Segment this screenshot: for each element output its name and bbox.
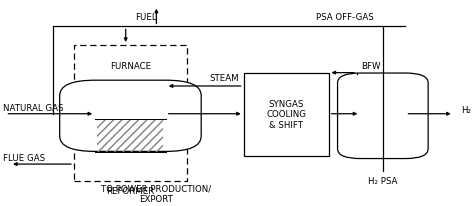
Bar (244, 73, 328, 156)
Text: TO POWER PRODUCTION/
EXPORT: TO POWER PRODUCTION/ EXPORT (101, 183, 211, 202)
FancyBboxPatch shape (60, 81, 201, 152)
Bar (74, 46, 187, 181)
Text: REFORMER: REFORMER (106, 186, 155, 195)
FancyBboxPatch shape (337, 74, 428, 159)
Text: STEAM: STEAM (210, 74, 239, 83)
Text: FLUE GAS: FLUE GAS (3, 154, 45, 163)
Text: FUEL: FUEL (135, 13, 157, 22)
Text: H₂ PSA: H₂ PSA (368, 176, 398, 185)
Text: SYNGAS
COOLING
& SHIFT: SYNGAS COOLING & SHIFT (266, 99, 306, 129)
Text: PSA OFF-GAS: PSA OFF-GAS (316, 13, 374, 22)
Text: H₂: H₂ (461, 106, 471, 115)
Text: BFW: BFW (362, 62, 381, 71)
Text: FURNACE: FURNACE (110, 62, 151, 71)
Bar (98, 119, 164, 152)
Text: NATURAL GAS: NATURAL GAS (3, 104, 64, 112)
